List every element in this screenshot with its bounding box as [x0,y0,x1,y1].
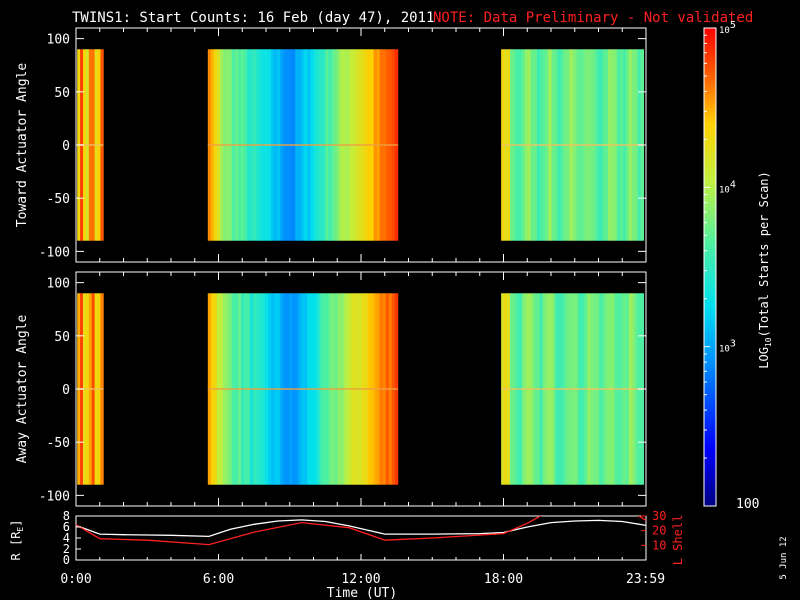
x-tick-label: 12:00 [341,572,380,587]
toward-heatmap-panel: 100 50 0 -50 -100 Toward Actuator Angle [15,27,647,263]
orbit-left-y-tick-label: 0 [63,553,70,567]
away-y-tick-label: -50 [47,436,70,451]
toward-zero-angle-band [207,144,398,146]
colorbar-tick-label: 103 [719,339,736,355]
lshell-series-line [637,516,646,521]
colorbar-label: LOG10(Total Starts per Scan) [757,171,773,369]
orbit-series [76,516,646,546]
away-y-tick-label: 50 [54,330,70,345]
away-zero-angle-band [207,388,398,390]
colorbar-tick-label: 104 [719,179,736,195]
toward-y-tick-label: 100 [47,33,70,48]
orbit-right-y-label: L Shell [671,515,685,566]
toward-x-ticks [75,28,647,262]
orbit-left-y-tick-label: 8 [63,509,70,523]
colorbar-scale [703,27,717,507]
away-y-tick-label: -100 [39,489,70,504]
orbit-left-y-label: R [RE] [9,520,25,561]
radius-series-line [76,519,646,538]
toward-zero-angle-band [77,144,104,146]
orbit-right-y-tick-label: 30 [652,509,666,523]
x-tick-label: 6:00 [203,572,234,587]
away-y-tick-label: 0 [62,383,70,398]
toward-zero-angle-band [501,144,644,146]
x-axis-label: Time (UT) [327,586,397,600]
colorbar: 105 104 103 100 LOG10(Total Starts per Sca… [703,20,773,512]
toward-y-tick-label: -50 [47,192,70,207]
toward-heatmap-cells [77,49,645,241]
away-y-tick-label: 100 [47,277,70,292]
colorbar-tick-label: 105 [719,20,736,36]
away-zero-angle-band [77,388,104,390]
away-y-axis-label: Away Actuator Angle [15,314,30,463]
away-y-ticks: 100 50 0 -50 -100 [39,277,646,504]
generation-date: 5 Jun 12 [779,536,789,579]
orbit-right-y-tick-label: 10 [652,538,666,552]
colorbar-min-label: 100 [736,497,759,512]
away-x-ticks [75,272,647,506]
preliminary-note: NOTE: Data Preliminary - Not validated [433,10,753,26]
toward-y-tick-label: -100 [39,245,70,260]
orbit-x-ticks: 0:00 6:00 12:00 18:00 23:59 [60,554,665,587]
orbit-left-y-tick-label: 2 [63,542,70,556]
toward-y-ticks: 100 50 0 -50 -100 [39,33,646,260]
x-tick-label: 0:00 [60,572,91,587]
away-zero-angle-band [501,388,644,390]
x-tick-label: 18:00 [484,572,523,587]
toward-y-tick-label: 50 [54,86,70,101]
away-heatmap-panel: 100 50 0 -50 -100 Away Actuator Angle [15,271,647,507]
chart-title: TWINS1: Start Counts: 16 Feb (day 47), 2… [72,10,434,26]
orbit-left-y-tick-label: 6 [63,520,70,534]
x-tick-label: 23:59 [626,572,665,587]
away-heatmap-cells [77,293,645,485]
colorbar-ticks: 105 104 103 [704,20,736,459]
orbit-left-y-tick-label: 4 [63,531,70,545]
lshell-series-line [76,516,542,546]
orbit-right-y-tick-label: 20 [652,524,666,538]
toward-y-axis-label: Toward Actuator Angle [15,63,30,228]
toward-y-tick-label: 0 [62,139,70,154]
